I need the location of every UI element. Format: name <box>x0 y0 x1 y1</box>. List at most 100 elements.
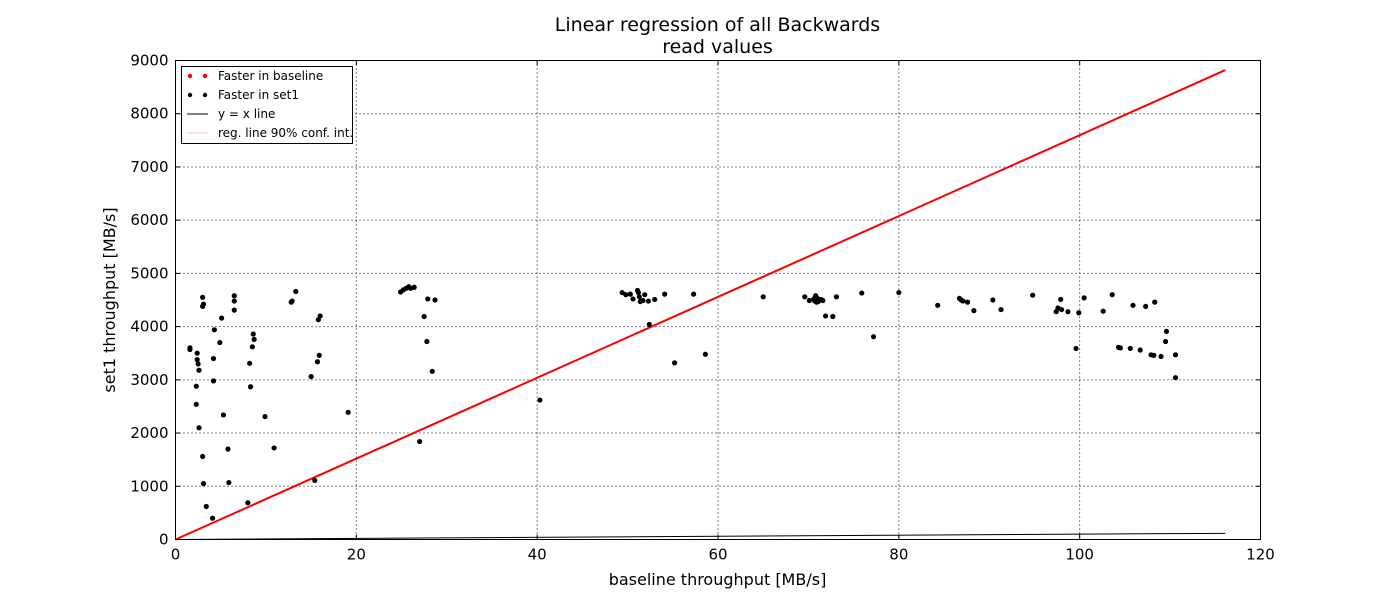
x-axis-label: baseline throughput [MB/s] <box>609 570 827 589</box>
data-point <box>247 360 253 366</box>
data-point <box>630 296 636 302</box>
data-point <box>1073 345 1079 352</box>
legend-marker <box>202 92 208 98</box>
legend-label: y = x line <box>218 107 275 121</box>
data-point <box>425 296 431 302</box>
data-point <box>424 338 430 345</box>
data-point <box>308 374 314 380</box>
data-point <box>345 409 351 415</box>
data-point <box>1065 309 1071 315</box>
data-point <box>1109 292 1115 298</box>
data-point <box>1076 310 1082 316</box>
data-point <box>859 290 865 296</box>
data-point <box>293 288 299 295</box>
data-point <box>250 331 256 337</box>
data-point <box>998 306 1004 313</box>
grid-lines <box>175 60 1261 540</box>
data-point <box>1081 295 1087 301</box>
data-point <box>200 294 206 300</box>
data-point <box>226 479 232 486</box>
data-point <box>760 294 766 300</box>
data-point <box>870 334 877 340</box>
y-x-line <box>175 532 1226 540</box>
data-point <box>429 368 435 374</box>
y-axis-label: set1 throughput [MB/s] <box>100 207 119 392</box>
data-point <box>209 515 216 521</box>
data-point <box>806 297 812 304</box>
x-tick-label: 20 <box>347 546 366 564</box>
legend-marker <box>187 92 193 98</box>
data-point <box>203 503 209 510</box>
data-point <box>1030 292 1036 298</box>
data-point <box>627 291 633 297</box>
data-point <box>231 298 237 304</box>
data-point <box>1058 296 1064 303</box>
data-point <box>896 289 902 296</box>
y-tick-label: 9000 <box>130 52 168 70</box>
data-point <box>200 303 206 309</box>
axis-ticks: 0 20 40 60 80 100 120 0 1000 2000 3000 4000 5000 6000… <box>130 52 1275 564</box>
data-point <box>935 302 941 308</box>
y-tick-label: 3000 <box>130 371 168 389</box>
data-point <box>642 292 648 298</box>
data-point <box>1117 345 1123 351</box>
data-point <box>193 383 199 389</box>
data-point <box>1163 328 1170 335</box>
data-point <box>220 412 227 418</box>
data-point <box>1158 353 1164 360</box>
x-tick-label: 100 <box>1065 546 1094 564</box>
y-tick-label: 0 <box>159 531 169 549</box>
y-tick-label: 2000 <box>130 424 168 442</box>
y-tick-label: 7000 <box>130 158 168 176</box>
data-point <box>1100 308 1106 314</box>
data-point <box>646 321 652 328</box>
y-tick-label: 8000 <box>130 105 168 123</box>
data-point <box>196 367 202 373</box>
data-point <box>262 413 268 420</box>
data-point <box>194 357 200 363</box>
data-point <box>289 298 295 304</box>
data-point <box>417 438 423 445</box>
data-point <box>971 308 977 314</box>
data-point <box>1162 338 1169 345</box>
data-point <box>1127 345 1133 352</box>
data-point <box>217 339 223 346</box>
data-point <box>662 291 668 297</box>
data-point <box>1130 302 1136 308</box>
data-point <box>317 313 323 319</box>
data-point <box>623 292 629 298</box>
data-point <box>1151 352 1157 358</box>
legend-marker <box>202 73 208 79</box>
data-point <box>196 425 202 431</box>
data-point <box>200 481 207 487</box>
data-point <box>702 351 708 357</box>
data-point <box>210 378 217 384</box>
data-point <box>210 355 217 362</box>
data-point <box>245 500 251 506</box>
data-point <box>231 307 237 313</box>
regression-line <box>175 69 1226 541</box>
data-point <box>194 350 200 356</box>
data-point <box>640 297 646 304</box>
data-point <box>635 289 642 296</box>
data-point <box>1143 303 1149 309</box>
data-point <box>411 284 417 290</box>
data-point <box>636 294 642 300</box>
data-point <box>314 359 321 365</box>
data-point <box>249 344 255 350</box>
y-tick-label: 4000 <box>130 318 168 336</box>
plot-area-frame <box>175 60 1261 540</box>
data-point <box>645 298 651 304</box>
y-tick-label: 1000 <box>130 477 168 495</box>
data-point <box>271 445 277 451</box>
legend-label: reg. line 90% conf. int. <box>218 126 353 140</box>
data-point <box>1172 352 1179 358</box>
data-point <box>820 297 826 304</box>
x-tick-label: 0 <box>171 546 181 564</box>
data-point <box>652 296 658 303</box>
data-point <box>537 397 543 403</box>
line-series <box>175 69 1226 541</box>
data-point <box>833 294 840 300</box>
legend: Faster in baseline Faster in set1 y = x li… <box>181 66 353 144</box>
